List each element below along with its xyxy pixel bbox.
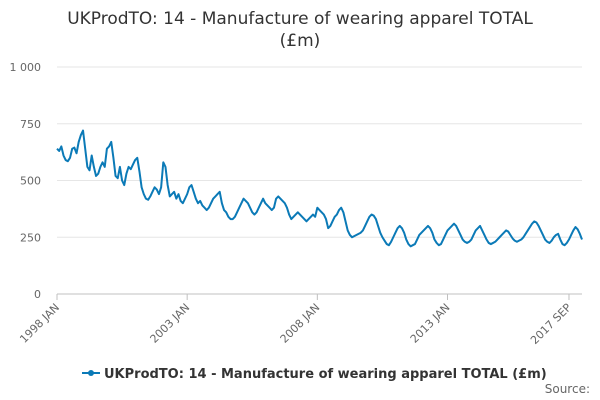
x-tick-label: 2003 JAN [148,301,193,346]
plot-area [56,129,583,248]
legend[interactable]: UKProdTO: 14 - Manufacture of wearing ap… [82,367,547,382]
y-tick-label: 500 [20,175,41,188]
y-tick-label: 0 [34,288,41,301]
chart-title: UKProdTO: 14 - Manufacture of wearing ap… [67,9,533,29]
x-tick-label: 2008 JAN [278,301,323,346]
y-tick-label: 1 000 [10,61,42,74]
y-axis: 0 250 500 750 1 000 [10,61,42,301]
source-credit[interactable]: Source: [545,382,590,396]
legend-marker [88,370,94,376]
x-tick-label: 2017 SEP [528,301,574,347]
legend-label: UKProdTO: 14 - Manufacture of wearing ap… [104,367,547,382]
x-axis: 1998 JAN 2003 JAN 2008 JAN 2013 JAN 2017 SEP [17,294,574,347]
x-tick-label: 1998 JAN [17,301,62,346]
y-tick-label: 750 [20,118,41,131]
x-tick-label: 2013 JAN [408,301,453,346]
grid [57,66,582,295]
y-tick-label: 250 [20,231,41,244]
series-line [56,129,583,248]
chart-title-line-2: (£m) [280,31,321,51]
